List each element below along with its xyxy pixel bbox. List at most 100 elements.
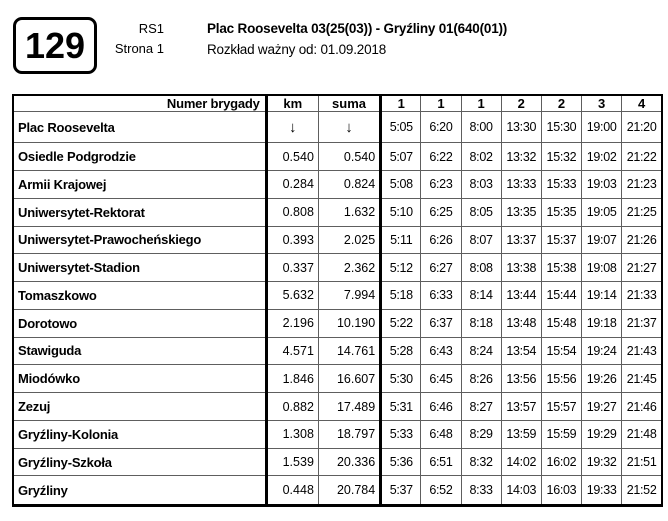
time-cell: 6:25	[420, 197, 462, 227]
stop-name-cell: Tomaszkowo	[12, 281, 267, 310]
time-cell: 6:26	[420, 225, 462, 255]
time-cell: 8:02	[460, 142, 502, 171]
time-cell: 13:44	[500, 281, 542, 310]
stop-row: Uniwersytet-Prawocheńskiego 0.393 2.025 5:1…	[12, 225, 663, 255]
time-cell: 19:07	[581, 225, 623, 255]
time-cell: 19:33	[581, 475, 623, 506]
time-cell: 5:30	[379, 364, 422, 394]
time-cell: 5:31	[379, 392, 422, 421]
km-cell: 0.882	[264, 392, 319, 421]
time-cell: 6:45	[420, 364, 462, 394]
time-cell: 5:11	[379, 225, 422, 255]
suma-cell: 14.761	[317, 336, 382, 366]
time-cell: 15:35	[540, 197, 583, 227]
stop-name-cell: Gryźliny-Szkoła	[12, 447, 267, 477]
timetable: Numer brygady km suma 1 1 1 2 2 3 4 Plac…	[12, 94, 663, 507]
time-cell: 15:32	[540, 142, 583, 171]
stop-name-cell: Dorotowo	[12, 308, 267, 338]
km-cell: 0.337	[264, 253, 319, 283]
time-cell: 21:26	[621, 225, 663, 255]
suma-cell: 2.362	[317, 253, 382, 283]
time-cell: 8:08	[460, 253, 502, 283]
time-cell: 13:57	[500, 392, 542, 421]
time-cell: 8:33	[460, 475, 502, 506]
time-cell: 6:22	[420, 142, 462, 171]
stop-name-cell: Uniwersytet-Prawocheńskiego	[12, 225, 267, 255]
time-cell: 13:33	[500, 170, 542, 199]
km-cell: 0.284	[264, 170, 319, 199]
time-cell: 5:10	[379, 197, 422, 227]
time-cell: 5:37	[379, 475, 422, 506]
time-cell: 6:51	[420, 447, 462, 477]
time-cell: 6:23	[420, 170, 462, 199]
time-cell: 5:33	[379, 419, 422, 449]
km-cell: 1.846	[264, 364, 319, 394]
brigade-number-header: 3	[581, 94, 623, 112]
time-cell: 13:37	[500, 225, 542, 255]
time-cell: 21:46	[621, 392, 663, 421]
suma-cell: 20.336	[317, 447, 382, 477]
stop-row: Plac Roosevelta ↓ ↓ 5:05 6:20 8:00 13:30 15:30 1…	[12, 110, 663, 144]
time-cell: 21:25	[621, 197, 663, 227]
suma-cell: 18.797	[317, 419, 382, 449]
time-cell: 19:26	[581, 364, 623, 394]
time-cell: 19:24	[581, 336, 623, 366]
header-row: Numer brygady km suma 1 1 1 2 2 3 4	[12, 94, 663, 112]
stop-row: Miodówko 1.846 16.607 5:30 6:45 8:26 13:56 15:5…	[12, 364, 663, 394]
km-cell: 1.539	[264, 447, 319, 477]
page-label: Strona 1	[114, 41, 164, 56]
route-meta: RS1 Strona 1	[96, 19, 164, 59]
stop-row: Stawiguda 4.571 14.761 5:28 6:43 8:24 13:54 15:…	[12, 336, 663, 366]
time-cell: 21:23	[621, 170, 663, 199]
time-cell: 13:48	[500, 308, 542, 338]
time-cell: 19:03	[581, 170, 623, 199]
time-cell: 21:45	[621, 364, 663, 394]
time-cell: 19:18	[581, 308, 623, 338]
time-cell: 15:56	[540, 364, 583, 394]
time-cell: 5:22	[379, 308, 422, 338]
line-number: 129	[24, 24, 86, 66]
km-cell: 0.448	[264, 475, 319, 506]
time-cell: 21:37	[621, 308, 663, 338]
km-cell: 0.808	[264, 197, 319, 227]
stop-name-cell: Zezuj	[12, 392, 267, 421]
route-code: RS1	[138, 21, 164, 36]
time-cell: 5:12	[379, 253, 422, 283]
time-cell: 19:08	[581, 253, 623, 283]
time-cell: 8:27	[460, 392, 502, 421]
time-cell: 13:38	[500, 253, 542, 283]
time-cell: 8:03	[460, 170, 502, 199]
time-cell: 15:48	[540, 308, 583, 338]
time-cell: 15:38	[540, 253, 583, 283]
time-cell: 8:18	[460, 308, 502, 338]
suma-header: suma	[317, 94, 382, 112]
time-cell: 5:05	[379, 110, 422, 144]
time-cell: 16:03	[540, 475, 583, 506]
time-cell: 13:59	[500, 419, 542, 449]
time-cell: 8:32	[460, 447, 502, 477]
suma-cell: 0.824	[317, 170, 382, 199]
km-cell: 0.393	[264, 225, 319, 255]
time-cell: 21:27	[621, 253, 663, 283]
time-cell: 6:52	[420, 475, 462, 506]
time-cell: 8:07	[460, 225, 502, 255]
stop-name-cell: Uniwersytet-Stadion	[12, 253, 267, 283]
time-cell: 13:32	[500, 142, 542, 171]
time-cell: 21:48	[621, 419, 663, 449]
timetable-body: Plac Roosevelta ↓ ↓ 5:05 6:20 8:00 13:30 15:30 1…	[12, 110, 663, 506]
brigade-number-header: 2	[540, 94, 583, 112]
stop-row: Dorotowo 2.196 10.190 5:22 6:37 8:18 13:48 15:4…	[12, 308, 663, 338]
time-cell: 6:27	[420, 253, 462, 283]
brigade-number-header: 1	[420, 94, 462, 112]
km-cell: 2.196	[264, 308, 319, 338]
stop-row: Uniwersytet-Rektorat 0.808 1.632 5:10 6:25 8:…	[12, 197, 663, 227]
time-cell: 19:32	[581, 447, 623, 477]
time-cell: 5:08	[379, 170, 422, 199]
stop-name-cell: Gryźliny	[12, 475, 267, 506]
time-cell: 8:05	[460, 197, 502, 227]
stop-row: Tomaszkowo 5.632 7.994 5:18 6:33 8:14 13:44 15:…	[12, 281, 663, 310]
stop-row: Armii Krajowej 0.284 0.824 5:08 6:23 8:03 13:3…	[12, 170, 663, 199]
time-cell: 15:44	[540, 281, 583, 310]
suma-cell: 1.632	[317, 197, 382, 227]
route-title: Plac Roosevelta 03(25(03)) - Gryźliny 01…	[207, 21, 508, 36]
